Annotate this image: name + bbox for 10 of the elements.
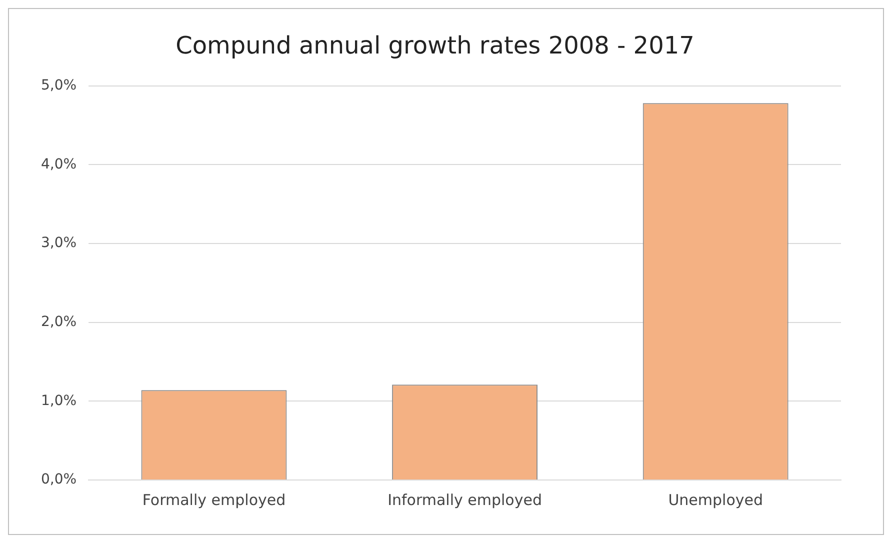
y-tick-label: 2,0%: [40, 314, 77, 330]
x-tick-label: Formally employed: [142, 490, 286, 509]
chart-title: Compund annual growth rates 2008 - 2017: [176, 32, 694, 60]
y-tick-label: 3,0%: [40, 235, 77, 252]
y-tick-label: 0,0%: [40, 472, 77, 488]
x-tick-label: Unemployed: [668, 490, 764, 509]
x-tick-label: Informally employed: [388, 490, 542, 509]
y-tick-label: 4,0%: [40, 156, 77, 172]
y-tick-label: 5,0%: [40, 77, 77, 94]
y-tick-label: 1,0%: [40, 392, 77, 409]
